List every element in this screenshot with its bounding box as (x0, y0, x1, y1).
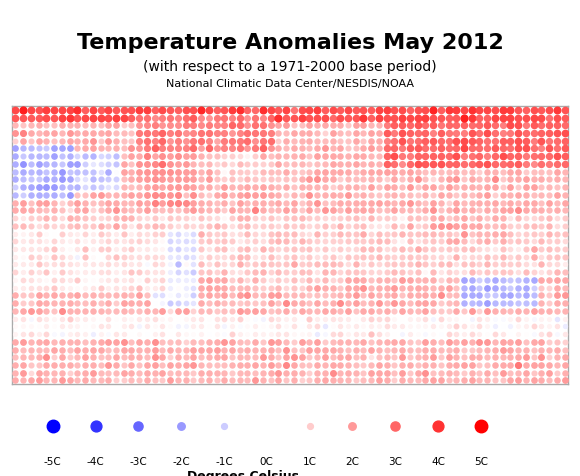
Text: 1C: 1C (303, 457, 317, 467)
Text: Temperature Anomalies May 2012: Temperature Anomalies May 2012 (77, 33, 503, 53)
Text: 2C: 2C (346, 457, 360, 467)
Text: 5C: 5C (474, 457, 488, 467)
Text: -3C: -3C (129, 457, 147, 467)
Text: -1C: -1C (215, 457, 233, 467)
Text: -4C: -4C (86, 457, 104, 467)
Text: 3C: 3C (388, 457, 402, 467)
Text: -5C: -5C (44, 457, 61, 467)
Text: 4C: 4C (431, 457, 445, 467)
Text: -2C: -2C (172, 457, 190, 467)
Text: (with respect to a 1971-2000 base period): (with respect to a 1971-2000 base period… (143, 60, 437, 73)
Text: 0C: 0C (260, 457, 274, 467)
Text: Degrees Celsius: Degrees Celsius (187, 469, 299, 476)
Text: National Climatic Data Center/NESDIS/NOAA: National Climatic Data Center/NESDIS/NOA… (166, 79, 414, 89)
